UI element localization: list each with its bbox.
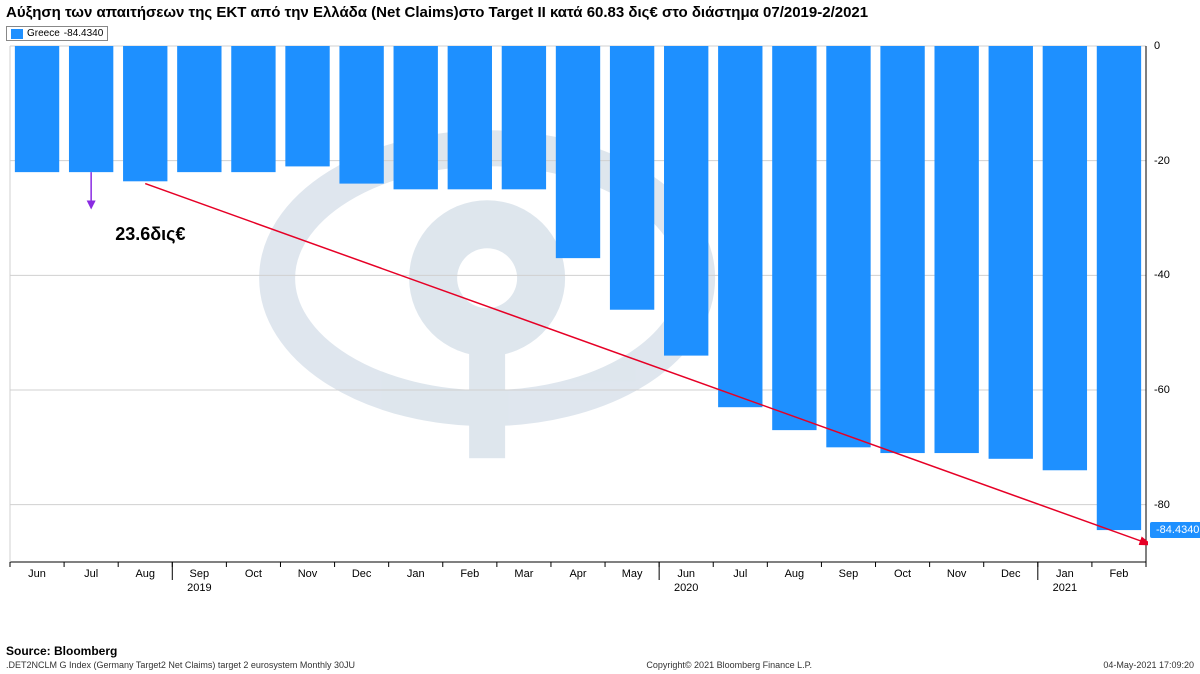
x-tick-label: Jul	[84, 568, 98, 580]
y-tick-label: 0	[1154, 40, 1160, 52]
bar	[69, 46, 113, 172]
last-value-tag: -84.4340	[1150, 522, 1200, 538]
y-tick-label: -60	[1154, 384, 1170, 396]
x-tick-label: Apr	[569, 568, 586, 580]
y-tick-label: -40	[1154, 269, 1170, 281]
legend-series-value: -84.4340	[64, 28, 103, 39]
x-tick-label: Nov	[298, 568, 318, 580]
bar	[231, 46, 275, 172]
bar	[394, 46, 438, 189]
legend-swatch	[11, 29, 23, 39]
x-tick-label: Aug	[135, 568, 155, 580]
chart-svg	[8, 42, 1148, 602]
annotation-text: 23.6δις€	[115, 224, 185, 245]
bar	[880, 46, 924, 453]
x-year-label: 2019	[187, 582, 211, 594]
x-tick-label: Oct	[245, 568, 262, 580]
bar	[556, 46, 600, 258]
x-tick-label: Sep	[839, 568, 859, 580]
y-tick-label: -80	[1154, 499, 1170, 511]
x-tick-label: Jan	[1056, 568, 1074, 580]
bar	[339, 46, 383, 184]
bar	[1043, 46, 1087, 470]
x-tick-label: May	[622, 568, 643, 580]
bar	[123, 46, 167, 181]
bar	[15, 46, 59, 172]
legend: Greece -84.4340	[6, 26, 108, 41]
x-tick-label: Sep	[190, 568, 210, 580]
source-label: Source: Bloomberg	[6, 644, 1194, 658]
x-tick-label: Mar	[514, 568, 533, 580]
x-tick-label: Jun	[28, 568, 46, 580]
bar	[934, 46, 978, 453]
x-tick-label: Aug	[785, 568, 805, 580]
chart-title: Αύξηση των απαιτήσεων της ΕΚΤ από την Ελ…	[6, 4, 868, 21]
x-tick-label: Jun	[677, 568, 695, 580]
x-year-label: 2021	[1053, 582, 1077, 594]
copyright-text: Copyright© 2021 Bloomberg Finance L.P.	[646, 660, 812, 670]
x-tick-label: Oct	[894, 568, 911, 580]
bar	[826, 46, 870, 447]
bar	[285, 46, 329, 166]
x-tick-label: Dec	[352, 568, 372, 580]
x-year-label: 2020	[674, 582, 698, 594]
index-description: .DET2NCLM G Index (Germany Target2 Net C…	[6, 660, 355, 670]
timestamp-text: 04-May-2021 17:09:20	[1103, 660, 1194, 670]
bar	[610, 46, 654, 310]
bar	[718, 46, 762, 407]
x-tick-label: Jul	[733, 568, 747, 580]
bar	[1097, 46, 1141, 530]
bar	[772, 46, 816, 430]
bar	[989, 46, 1033, 459]
bar	[177, 46, 221, 172]
x-tick-label: Feb	[1109, 568, 1128, 580]
x-tick-label: Feb	[460, 568, 479, 580]
x-tick-label: Nov	[947, 568, 967, 580]
legend-series-label: Greece	[27, 28, 60, 39]
x-tick-label: Dec	[1001, 568, 1021, 580]
bar	[502, 46, 546, 189]
chart-footer: Source: Bloomberg .DET2NCLM G Index (Ger…	[6, 644, 1194, 670]
bar	[664, 46, 708, 356]
bar	[448, 46, 492, 189]
x-tick-label: Jan	[407, 568, 425, 580]
plot-area	[8, 42, 1148, 602]
y-tick-label: -20	[1154, 155, 1170, 167]
